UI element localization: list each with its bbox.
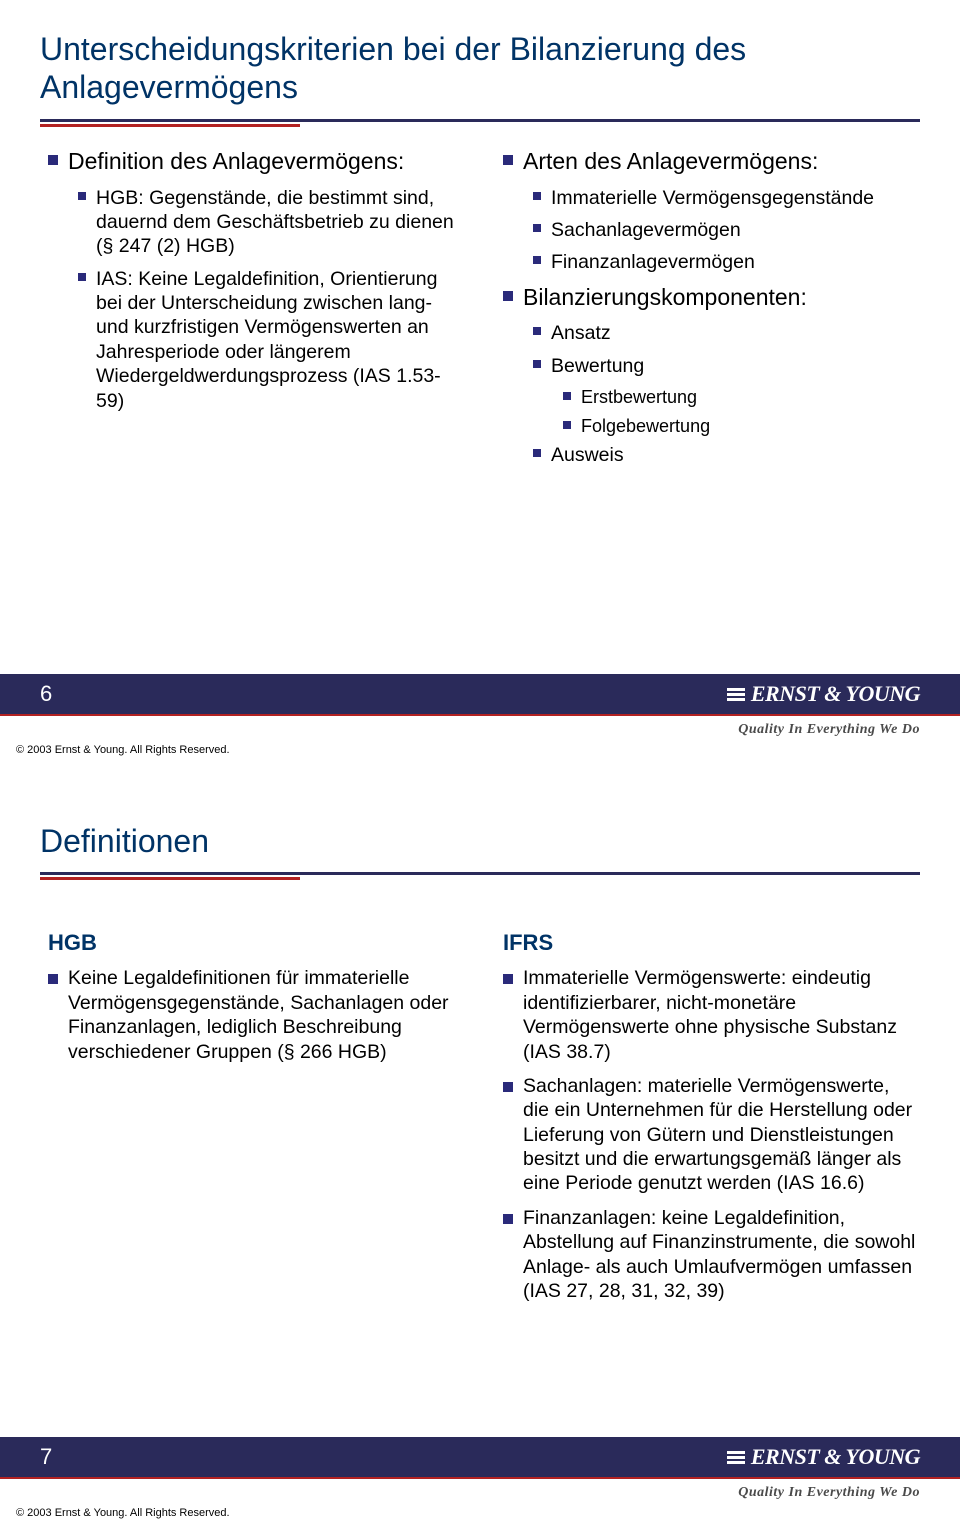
bullet-icon <box>533 256 541 264</box>
bullet-icon <box>503 155 513 165</box>
tagline-row: Quality In Everything We Do <box>0 1477 960 1503</box>
bullet-icon <box>533 327 541 335</box>
list-item: Ausweis <box>495 443 920 467</box>
bullet-icon <box>48 155 58 165</box>
text: Sachanlagevermögen <box>551 218 741 242</box>
heading-arten: Arten des Anlagevermögens: <box>495 147 920 176</box>
page-number: 7 <box>40 1444 52 1470</box>
bullet-icon <box>533 224 541 232</box>
list-item: Ansatz <box>495 321 920 345</box>
list-item: Keine Legaldefinitionen für immaterielle… <box>40 966 465 1064</box>
tagline-row: Quality In Everything We Do <box>0 714 960 740</box>
list-item: Immaterielle Vermögenswerte: eindeutig i… <box>495 966 920 1064</box>
slide-7: Definitionen HGB Keine Legaldefinitionen… <box>0 762 960 1525</box>
footer-bar: 6 ERNST & YOUNG <box>0 674 960 714</box>
bullet-icon <box>48 974 58 984</box>
list-item: HGB: Gegenstände, die bestimmt sind, dau… <box>40 186 465 259</box>
list-item: Sachanlagevermögen <box>495 218 920 242</box>
text: Erstbewertung <box>581 386 697 409</box>
left-column: HGB Keine Legaldefinitionen für immateri… <box>40 930 465 1313</box>
list-item: Immaterielle Vermögensgegenstände <box>495 186 920 210</box>
left-column: Definition des Anlagevermögens: HGB: Geg… <box>40 147 465 476</box>
list-item: Sachanlagen: materielle Vermögenswerte, … <box>495 1074 920 1196</box>
ey-logo: ERNST & YOUNG <box>727 1444 920 1470</box>
text: Arten des Anlagevermögens: <box>523 147 818 176</box>
copyright: © 2003 Ernst & Young. All Rights Reserve… <box>0 1503 960 1525</box>
logo-wrap: ERNST & YOUNG <box>727 681 920 707</box>
logo-wrap: ERNST & YOUNG <box>727 1444 920 1470</box>
bullet-icon <box>503 291 513 301</box>
copyright: © 2003 Ernst & Young. All Rights Reserve… <box>0 740 960 762</box>
text: Keine Legaldefinitionen für immaterielle… <box>68 966 465 1064</box>
slide-6: Unterscheidungskriterien bei der Bilanzi… <box>0 0 960 762</box>
list-item: IAS: Keine Legaldefinition, Orientierung… <box>40 267 465 413</box>
bullet-icon <box>503 974 513 984</box>
text: Ausweis <box>551 443 624 467</box>
tagline: Quality In Everything We Do <box>738 722 920 737</box>
footer-bar: 7 ERNST & YOUNG <box>0 1437 960 1477</box>
ey-logo: ERNST & YOUNG <box>727 681 920 707</box>
text: Finanzanlagen: keine Legaldefinition, Ab… <box>523 1206 920 1304</box>
bullet-icon <box>533 192 541 200</box>
text: IAS: Keine Legaldefinition, Orientierung… <box>96 267 465 413</box>
bullet-icon <box>533 449 541 457</box>
ey-bars-icon <box>727 1451 745 1464</box>
content-columns: HGB Keine Legaldefinitionen für immateri… <box>40 930 920 1313</box>
text: Folgebewertung <box>581 415 710 438</box>
text: Ansatz <box>551 321 611 345</box>
bullet-icon <box>503 1082 513 1092</box>
slide-title: Unterscheidungskriterien bei der Bilanzi… <box>40 30 920 107</box>
bullet-icon <box>533 360 541 368</box>
text: Sachanlagen: materielle Vermögenswerte, … <box>523 1074 920 1196</box>
text: Bilanzierungskomponenten: <box>523 283 807 312</box>
title-rule <box>40 872 920 880</box>
heading-komponenten: Bilanzierungskomponenten: <box>495 283 920 312</box>
bullet-icon <box>78 192 86 200</box>
column-head-ifrs: IFRS <box>495 930 920 956</box>
page-number: 6 <box>40 681 52 707</box>
list-item: Erstbewertung <box>495 386 920 409</box>
right-column: Arten des Anlagevermögens: Immaterielle … <box>495 147 920 476</box>
text: Finanzanlagevermögen <box>551 250 755 274</box>
logo-text: ERNST & YOUNG <box>751 681 920 707</box>
text: HGB: Gegenstände, die bestimmt sind, dau… <box>96 186 465 259</box>
content-columns: Definition des Anlagevermögens: HGB: Geg… <box>40 147 920 476</box>
title-rule <box>40 119 920 127</box>
list-item: Bewertung <box>495 354 920 378</box>
slide-title: Definitionen <box>40 822 920 860</box>
logo-text: ERNST & YOUNG <box>751 1444 920 1470</box>
text: Definition des Anlagevermögens: <box>68 147 404 176</box>
right-column: IFRS Immaterielle Vermögenswerte: eindeu… <box>495 930 920 1313</box>
tagline: Quality In Everything We Do <box>738 1485 920 1500</box>
list-item: Folgebewertung <box>495 415 920 438</box>
ey-bars-icon <box>727 688 745 701</box>
bullet-icon <box>563 392 571 400</box>
text: Bewertung <box>551 354 644 378</box>
text: Immaterielle Vermögenswerte: eindeutig i… <box>523 966 920 1064</box>
column-head-hgb: HGB <box>40 930 465 956</box>
heading-definition: Definition des Anlagevermögens: <box>40 147 465 176</box>
slide-footer: 6 ERNST & YOUNG Quality In Everything We… <box>0 674 960 762</box>
list-item: Finanzanlagen: keine Legaldefinition, Ab… <box>495 1206 920 1304</box>
list-item: Finanzanlagevermögen <box>495 250 920 274</box>
bullet-icon <box>78 273 86 281</box>
slide-footer: 7 ERNST & YOUNG Quality In Everything We… <box>0 1437 960 1525</box>
bullet-icon <box>563 421 571 429</box>
bullet-icon <box>503 1214 513 1224</box>
text: Immaterielle Vermögensgegenstände <box>551 186 874 210</box>
